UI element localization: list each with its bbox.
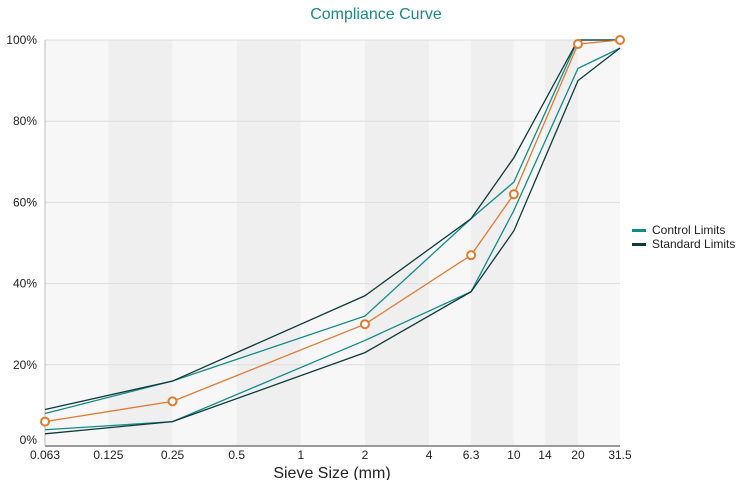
x-tick-label: 4 — [426, 448, 433, 462]
legend-label: Control Limits — [652, 223, 725, 237]
background-band — [429, 40, 472, 446]
y-tick-label: 100% — [6, 33, 37, 47]
data-point — [572, 39, 583, 50]
legend-swatch — [632, 243, 646, 246]
x-tick-label: 6.3 — [463, 448, 480, 462]
x-axis-label: Sieve Size (mm) — [273, 465, 390, 480]
data-point — [359, 319, 370, 330]
legend-swatch — [632, 229, 646, 232]
y-tick-label: 20% — [13, 358, 37, 372]
background-band — [364, 40, 430, 446]
x-tick-label: 0.063 — [30, 448, 60, 462]
background-band — [577, 40, 620, 446]
x-tick-label: 20 — [571, 448, 585, 462]
data-point — [167, 396, 178, 407]
x-tick-label: 1 — [297, 448, 304, 462]
y-tick-label: 80% — [13, 114, 37, 128]
x-tick-label: 0.25 — [161, 448, 185, 462]
background-band — [172, 40, 237, 446]
data-point — [615, 35, 625, 45]
y-tick-label: 40% — [13, 277, 37, 291]
background-band — [300, 40, 365, 446]
background-band — [513, 40, 545, 446]
chart-title: Compliance Curve — [310, 6, 442, 23]
background-band — [471, 40, 514, 446]
x-tick-label: 0.5 — [228, 448, 245, 462]
data-point — [40, 416, 50, 427]
x-tick-label: 10 — [507, 448, 521, 462]
y-tick-label: 0% — [20, 433, 38, 447]
background-band — [108, 40, 173, 446]
data-point — [508, 189, 519, 200]
x-tick-label: 14 — [538, 448, 552, 462]
x-tick-label: 2 — [362, 448, 369, 462]
x-tick-label: 31.5 — [608, 448, 632, 462]
background-band — [45, 40, 109, 446]
x-tick-label: 0.125 — [93, 448, 123, 462]
data-point — [466, 250, 477, 261]
background-band — [236, 40, 301, 446]
series-line — [44, 47, 621, 435]
y-tick-label: 60% — [13, 195, 37, 209]
legend-label: Standard Limits — [652, 237, 735, 251]
